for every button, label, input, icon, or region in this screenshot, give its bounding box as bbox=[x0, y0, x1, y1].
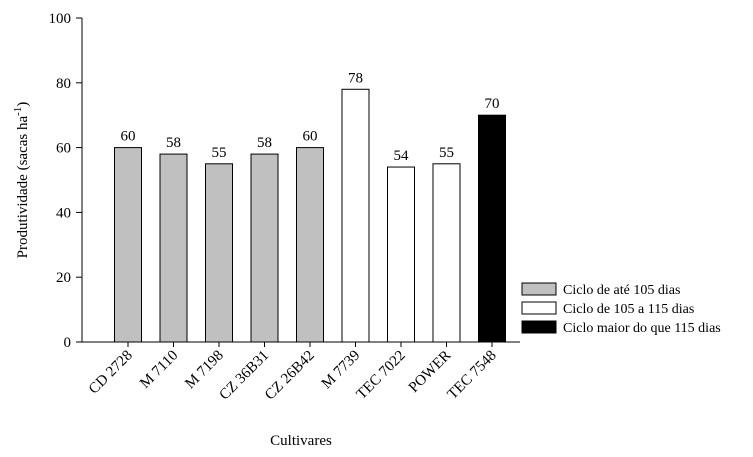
x-tick-label: TEC 7548 bbox=[445, 348, 500, 403]
y-tick-labels: 0 20 40 60 80 100 bbox=[49, 11, 82, 351]
y-axis-title-close: ) bbox=[15, 102, 31, 107]
bar bbox=[159, 153, 188, 343]
bar-value-label: 54 bbox=[394, 148, 410, 164]
bar-value-label: 58 bbox=[257, 135, 272, 151]
legend-swatch-2 bbox=[521, 320, 557, 334]
x-tick-label: CD 2728 bbox=[86, 348, 136, 398]
bar bbox=[296, 147, 324, 343]
y-tick-label: 100 bbox=[49, 11, 72, 27]
y-tick-label: 60 bbox=[56, 141, 71, 157]
bar bbox=[432, 163, 461, 343]
legend-label-0: Ciclo de até 105 dias bbox=[563, 283, 680, 298]
bar-value-label: 60 bbox=[121, 129, 136, 145]
legend-label-2: Ciclo maior do que 115 dias bbox=[563, 321, 721, 336]
legend-swatch-1 bbox=[521, 301, 557, 315]
y-axis-title: Produtividade (sacas ha-1) bbox=[12, 102, 31, 259]
y-tick-label: 80 bbox=[56, 76, 71, 92]
y-axis-title-superscript: -1 bbox=[12, 107, 24, 116]
x-tick-label: TEC 7022 bbox=[354, 348, 409, 403]
y-tick-label: 20 bbox=[56, 270, 71, 286]
y-tick-label: 0 bbox=[64, 335, 72, 351]
x-axis-title: Cultivares bbox=[270, 433, 332, 449]
legend: Ciclo de até 105 dias Ciclo de 105 a 115… bbox=[521, 282, 721, 336]
bar bbox=[341, 88, 370, 343]
bar-value-label: 55 bbox=[439, 145, 454, 161]
bar bbox=[387, 166, 415, 343]
legend-swatch-0 bbox=[521, 282, 557, 296]
bar bbox=[114, 147, 142, 343]
x-tick-label: M 7110 bbox=[137, 348, 181, 392]
bar-value-label: 55 bbox=[212, 145, 227, 161]
bar bbox=[478, 114, 506, 343]
bar bbox=[205, 163, 233, 343]
bars bbox=[114, 88, 506, 343]
bar-value-label: 60 bbox=[303, 129, 318, 145]
y-axis-title-main: Produtividade (sacas ha bbox=[15, 116, 31, 259]
bar-value-label: 58 bbox=[166, 135, 181, 151]
legend-label-1: Ciclo de 105 a 115 dias bbox=[563, 302, 694, 317]
x-tick-label: CZ 26B42 bbox=[262, 348, 318, 404]
bar bbox=[250, 153, 279, 343]
x-tick-label: M 7198 bbox=[182, 348, 227, 393]
bar-value-label: 78 bbox=[348, 70, 363, 86]
x-tick-label: M 7739 bbox=[319, 348, 364, 393]
y-tick-label: 40 bbox=[56, 205, 71, 221]
bar-value-label: 70 bbox=[485, 96, 500, 112]
data-labels: 60 58 55 58 60 78 54 55 70 bbox=[121, 70, 500, 164]
